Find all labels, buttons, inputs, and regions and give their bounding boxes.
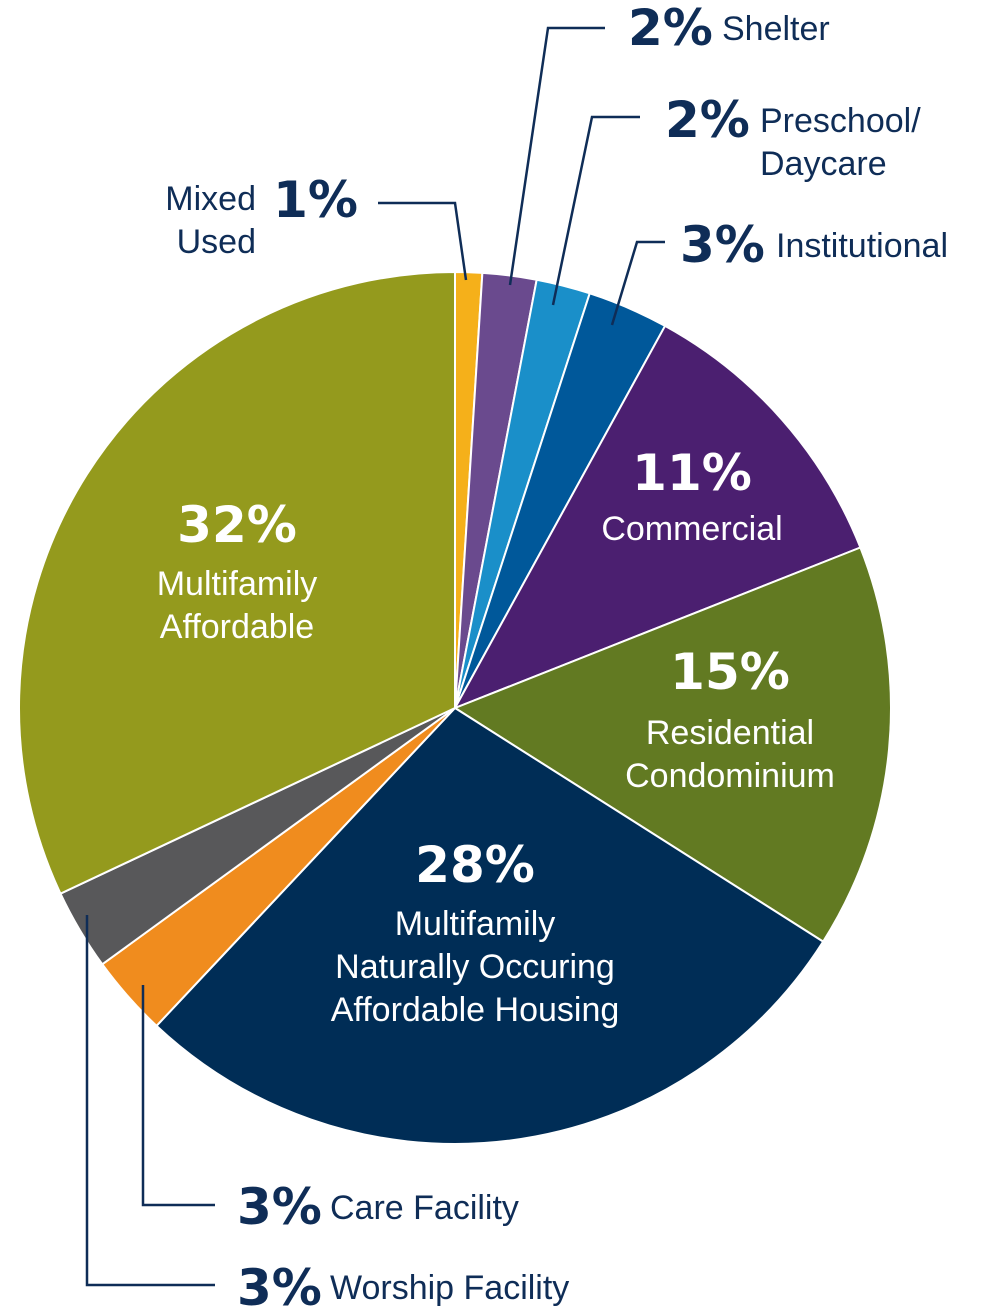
value-label: 3% [680, 216, 765, 274]
value-label: 15% [670, 643, 790, 701]
value-label: 28% [415, 836, 535, 894]
value-label: 1% [273, 171, 358, 229]
value-label: 3% [237, 1259, 322, 1314]
category-label: Care Facility [330, 1189, 519, 1227]
value-label: 11% [632, 444, 752, 502]
leader-line [378, 201, 468, 281]
value-label: 32% [177, 496, 297, 554]
leader-line [610, 240, 665, 326]
category-label: Multifamily Naturally Occuring Affordabl… [330, 905, 620, 1029]
category-label: Residential Condominium [625, 714, 835, 795]
category-label: Mixed Used [165, 180, 256, 261]
leader-line [141, 985, 215, 1207]
value-label: 2% [628, 0, 713, 57]
value-label: 3% [237, 1178, 322, 1236]
category-label: Worship Facility [330, 1269, 570, 1307]
category-label: Shelter [722, 10, 830, 48]
category-label: Institutional [776, 227, 948, 265]
leader-line [85, 915, 215, 1287]
leader-line [508, 26, 605, 286]
pie-slice [452, 546, 892, 944]
pie-slice [18, 270, 456, 895]
value-label: 2% [665, 91, 750, 149]
category-label: Preschool/ Daycare [760, 102, 921, 183]
category-label: Commercial [601, 510, 783, 548]
pie-slice [155, 706, 825, 1145]
leader-line [551, 115, 640, 306]
category-label: Multifamily Affordable [156, 565, 318, 646]
pie-slice [452, 324, 862, 710]
